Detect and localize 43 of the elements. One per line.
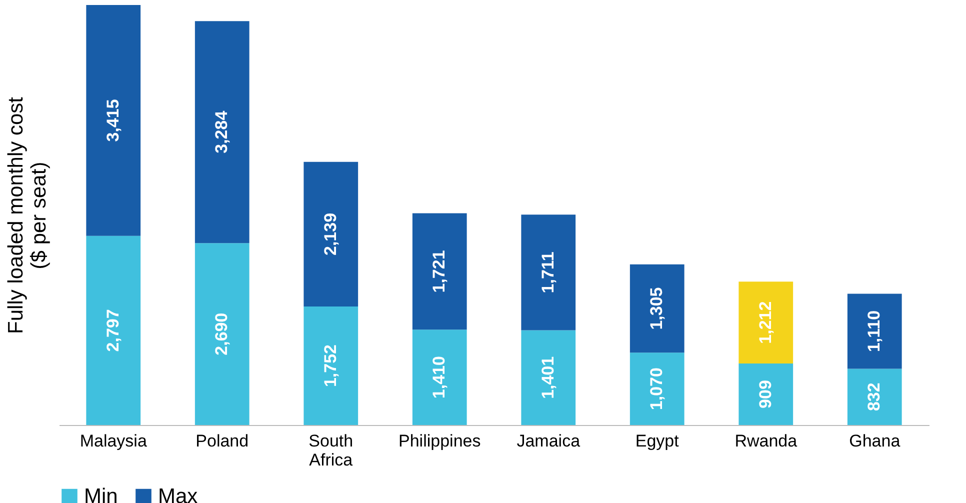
- data-label: 1,721: [430, 250, 449, 293]
- x-tick-label: Philippines: [398, 432, 481, 450]
- data-label: 1,305: [647, 287, 666, 330]
- x-tick-label: Poland: [196, 432, 249, 450]
- x-tick-label: Jamaica: [516, 432, 581, 450]
- data-label: 2,139: [320, 212, 340, 256]
- data-label: 1,110: [864, 310, 884, 352]
- data-label: 2,797: [103, 309, 122, 352]
- data-label: 1,711: [538, 252, 558, 294]
- bar: [412, 330, 467, 425]
- bar: [521, 214, 576, 330]
- bar: [194, 21, 250, 244]
- bar: [738, 364, 794, 425]
- bar: [630, 352, 684, 425]
- x-tick-label: South Africa: [308, 432, 354, 470]
- data-label: 2,690: [212, 312, 232, 356]
- bar: [630, 264, 684, 353]
- data-label: 909: [756, 380, 775, 408]
- data-label: 3,415: [103, 99, 122, 142]
- y-axis-title: Fully loaded monthly cost ($ per seat): [4, 96, 50, 334]
- x-tick-label: Rwanda: [734, 432, 798, 450]
- bar: [194, 243, 250, 425]
- bar: [304, 306, 358, 425]
- data-label: 1,212: [756, 301, 775, 344]
- data-label: 1,752: [320, 344, 340, 388]
- bar: [412, 213, 467, 330]
- bar: [738, 282, 794, 364]
- data-label: 3,284: [212, 110, 232, 154]
- bar: [304, 162, 358, 307]
- x-tick-label: Egypt: [635, 432, 680, 450]
- data-label: 1,410: [430, 356, 449, 399]
- legend-label: Max: [158, 484, 198, 503]
- bar: [86, 236, 141, 425]
- data-label: 832: [864, 382, 884, 412]
- bar: [847, 294, 902, 369]
- bar: [521, 330, 576, 425]
- x-tick-label: Ghana: [849, 432, 901, 450]
- data-label: 1,070: [647, 368, 666, 410]
- bar: [86, 5, 141, 236]
- bar: [847, 368, 902, 425]
- legend-label: Min: [84, 484, 118, 503]
- x-tick-label: Malaysia: [80, 432, 148, 450]
- data-label: 1,401: [538, 356, 558, 399]
